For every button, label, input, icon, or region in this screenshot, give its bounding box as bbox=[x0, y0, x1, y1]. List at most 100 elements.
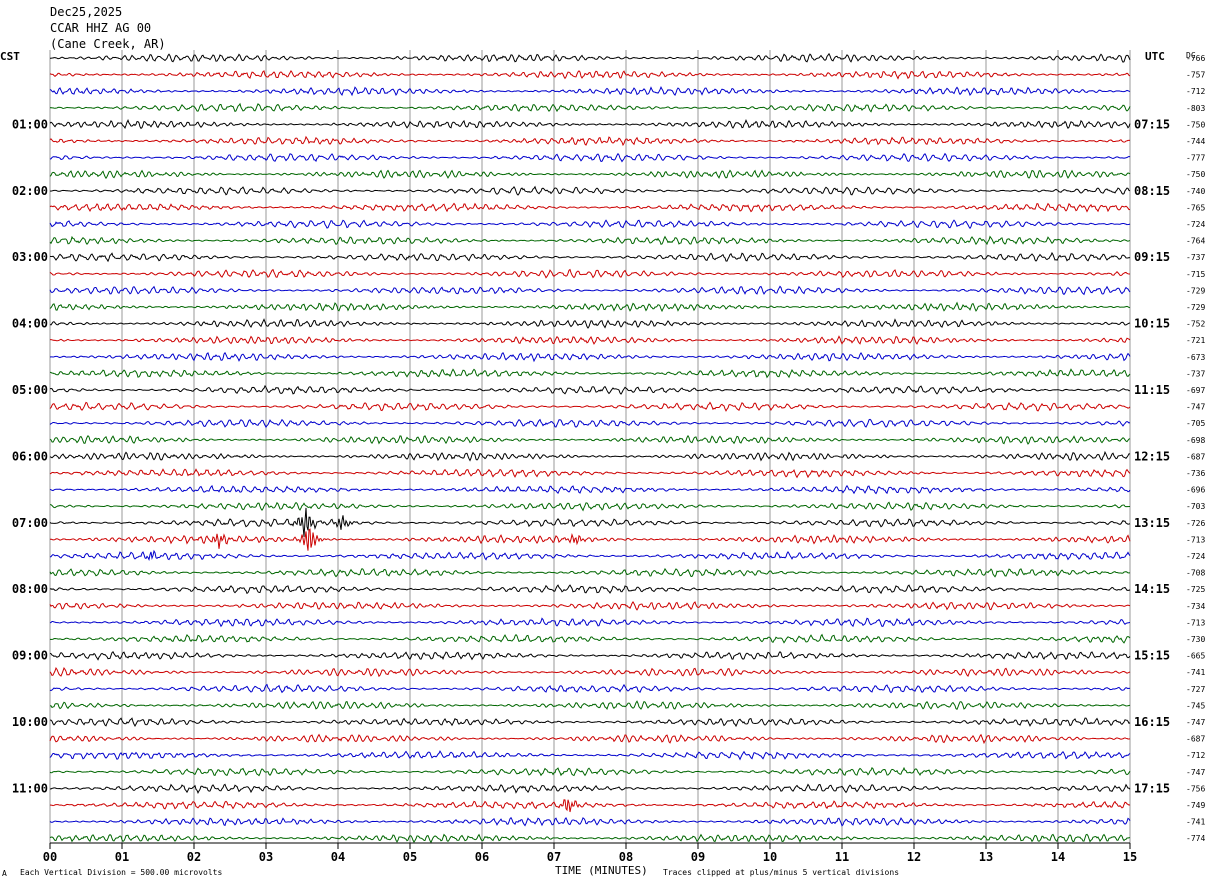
dc-offset-label: -703 bbox=[1186, 502, 1205, 511]
left-hour-label: 07:00 bbox=[12, 516, 48, 530]
x-tick-label: 09 bbox=[691, 850, 705, 864]
dc-offset-label: -741 bbox=[1186, 668, 1205, 677]
dc-offset-label: -715 bbox=[1186, 270, 1205, 279]
dc-offset-label: -730 bbox=[1186, 635, 1205, 644]
seismic-traces bbox=[49, 52, 1131, 844]
trace-row-46 bbox=[49, 816, 1131, 827]
left-hour-labels: 01:00 02:00 03:00 04:00 05:00 06:00 07:00 08:00… bbox=[12, 117, 48, 795]
x-tick-label: 15 bbox=[1123, 850, 1137, 864]
dc-offset-label: -712 bbox=[1186, 87, 1205, 96]
dc-offset-label: -705 bbox=[1186, 419, 1205, 428]
x-tick-labels: 00 01 02 03 04 05 06 07 08 09 10 11 12 13 14 15 bbox=[43, 843, 1137, 864]
vertical-division-note: Each Vertical Division = 500.00 microvol… bbox=[20, 868, 222, 877]
left-hour-label: 06:00 bbox=[12, 449, 48, 463]
dc-offset-label: -698 bbox=[1186, 436, 1205, 445]
trace-row-30 bbox=[49, 549, 1131, 562]
left-hour-label: 11:00 bbox=[12, 781, 48, 795]
right-hour-label: 15:15 bbox=[1134, 649, 1170, 663]
x-axis-title: TIME (MINUTES) bbox=[555, 864, 648, 877]
trace-row-47 bbox=[49, 833, 1131, 844]
trace-row-42 bbox=[49, 750, 1131, 761]
dc-offset-label: -741 bbox=[1186, 818, 1205, 827]
x-tick-label: 01 bbox=[115, 850, 129, 864]
dc-offset-label: -734 bbox=[1186, 602, 1205, 611]
trace-row-6 bbox=[49, 152, 1131, 163]
dc-offset-label: -803 bbox=[1186, 104, 1205, 113]
dc-offset-label: -721 bbox=[1186, 336, 1205, 345]
dc-offset-labels: -766 -757 -712 -803 -750 -744 -777 -750 -740 -765… bbox=[1186, 54, 1205, 843]
dc-offset-label: -725 bbox=[1186, 585, 1205, 594]
left-hour-label: 10:00 bbox=[12, 715, 48, 729]
trace-row-3 bbox=[49, 102, 1131, 113]
trace-row-18 bbox=[49, 351, 1131, 363]
right-hour-label: 07:15 bbox=[1134, 117, 1170, 131]
trace-row-41 bbox=[49, 733, 1131, 745]
dc-offset-label: -747 bbox=[1186, 718, 1205, 727]
trace-row-19 bbox=[49, 368, 1131, 379]
trace-row-44 bbox=[49, 783, 1131, 794]
dc-offset-label: -756 bbox=[1186, 784, 1205, 793]
x-tick-label: 12 bbox=[907, 850, 921, 864]
trace-row-12 bbox=[49, 251, 1131, 263]
left-hour-label: 02:00 bbox=[12, 184, 48, 198]
x-tick-label: 02 bbox=[187, 850, 201, 864]
x-tick-label: 05 bbox=[403, 850, 417, 864]
trace-row-17 bbox=[49, 335, 1131, 345]
left-hour-label: 08:00 bbox=[12, 582, 48, 596]
x-tick-label: 14 bbox=[1051, 850, 1065, 864]
trace-row-4 bbox=[49, 118, 1131, 130]
right-hour-label: 16:15 bbox=[1134, 715, 1170, 729]
x-tick-label: 10 bbox=[763, 850, 777, 864]
trace-row-27 bbox=[49, 501, 1131, 512]
left-hour-label: 09:00 bbox=[12, 649, 48, 663]
dc-offset-label: -726 bbox=[1186, 519, 1205, 528]
dc-offset-label: -696 bbox=[1186, 486, 1205, 495]
trace-row-10 bbox=[49, 219, 1131, 230]
dc-offset-label: -729 bbox=[1186, 286, 1205, 295]
left-hour-label: 01:00 bbox=[12, 117, 48, 131]
trace-row-21 bbox=[49, 401, 1131, 412]
trace-row-1 bbox=[49, 69, 1131, 80]
trace-row-0 bbox=[49, 52, 1131, 63]
dc-offset-label: -708 bbox=[1186, 569, 1205, 578]
x-tick-label: 13 bbox=[979, 850, 993, 864]
dc-offset-label: -687 bbox=[1186, 452, 1205, 461]
dc-offset-label: -747 bbox=[1186, 403, 1205, 412]
trace-row-33 bbox=[49, 601, 1131, 611]
clip-note: Traces clipped at plus/minus 5 vertical … bbox=[663, 868, 899, 877]
trace-row-26 bbox=[49, 484, 1131, 495]
dc-offset-label: -745 bbox=[1186, 701, 1205, 710]
left-hour-label: 04:00 bbox=[12, 317, 48, 331]
x-tick-label: 04 bbox=[331, 850, 345, 864]
trace-row-20 bbox=[49, 384, 1131, 395]
dc-offset-label: -757 bbox=[1186, 71, 1205, 80]
dc-offset-label: -713 bbox=[1186, 618, 1205, 627]
right-hour-label: 10:15 bbox=[1134, 317, 1170, 331]
right-hour-label: 12:15 bbox=[1134, 449, 1170, 463]
x-tick-label: 00 bbox=[43, 850, 57, 864]
grid-lines bbox=[49, 50, 1131, 843]
x-tick-label: 03 bbox=[259, 850, 273, 864]
left-hour-label: 03:00 bbox=[12, 250, 48, 264]
trace-row-28 bbox=[49, 507, 1131, 537]
dc-offset-label: -727 bbox=[1186, 685, 1205, 694]
dc-offset-label: -737 bbox=[1186, 369, 1205, 378]
trace-row-43 bbox=[49, 766, 1131, 777]
plot-header: Dec25,2025 CCAR HHZ AG 00 (Cane Creek, A… bbox=[50, 4, 166, 52]
trace-row-15 bbox=[49, 301, 1131, 313]
trace-row-37 bbox=[49, 667, 1131, 678]
trace-row-23 bbox=[49, 434, 1131, 445]
trace-row-13 bbox=[49, 268, 1131, 279]
trace-row-40 bbox=[49, 717, 1131, 728]
dc-offset-label: -750 bbox=[1186, 170, 1205, 179]
trace-row-36 bbox=[49, 650, 1131, 661]
dc-offset-label: -697 bbox=[1186, 386, 1205, 395]
dc-offset-label: -729 bbox=[1186, 303, 1205, 312]
dc-offset-label: -687 bbox=[1186, 735, 1205, 744]
utc-label: UTC bbox=[1145, 50, 1165, 63]
right-hour-label: 13:15 bbox=[1134, 516, 1170, 530]
x-tick-label: 11 bbox=[835, 850, 849, 864]
dc-offset-label: -766 bbox=[1186, 54, 1205, 63]
trace-row-34 bbox=[49, 617, 1131, 628]
